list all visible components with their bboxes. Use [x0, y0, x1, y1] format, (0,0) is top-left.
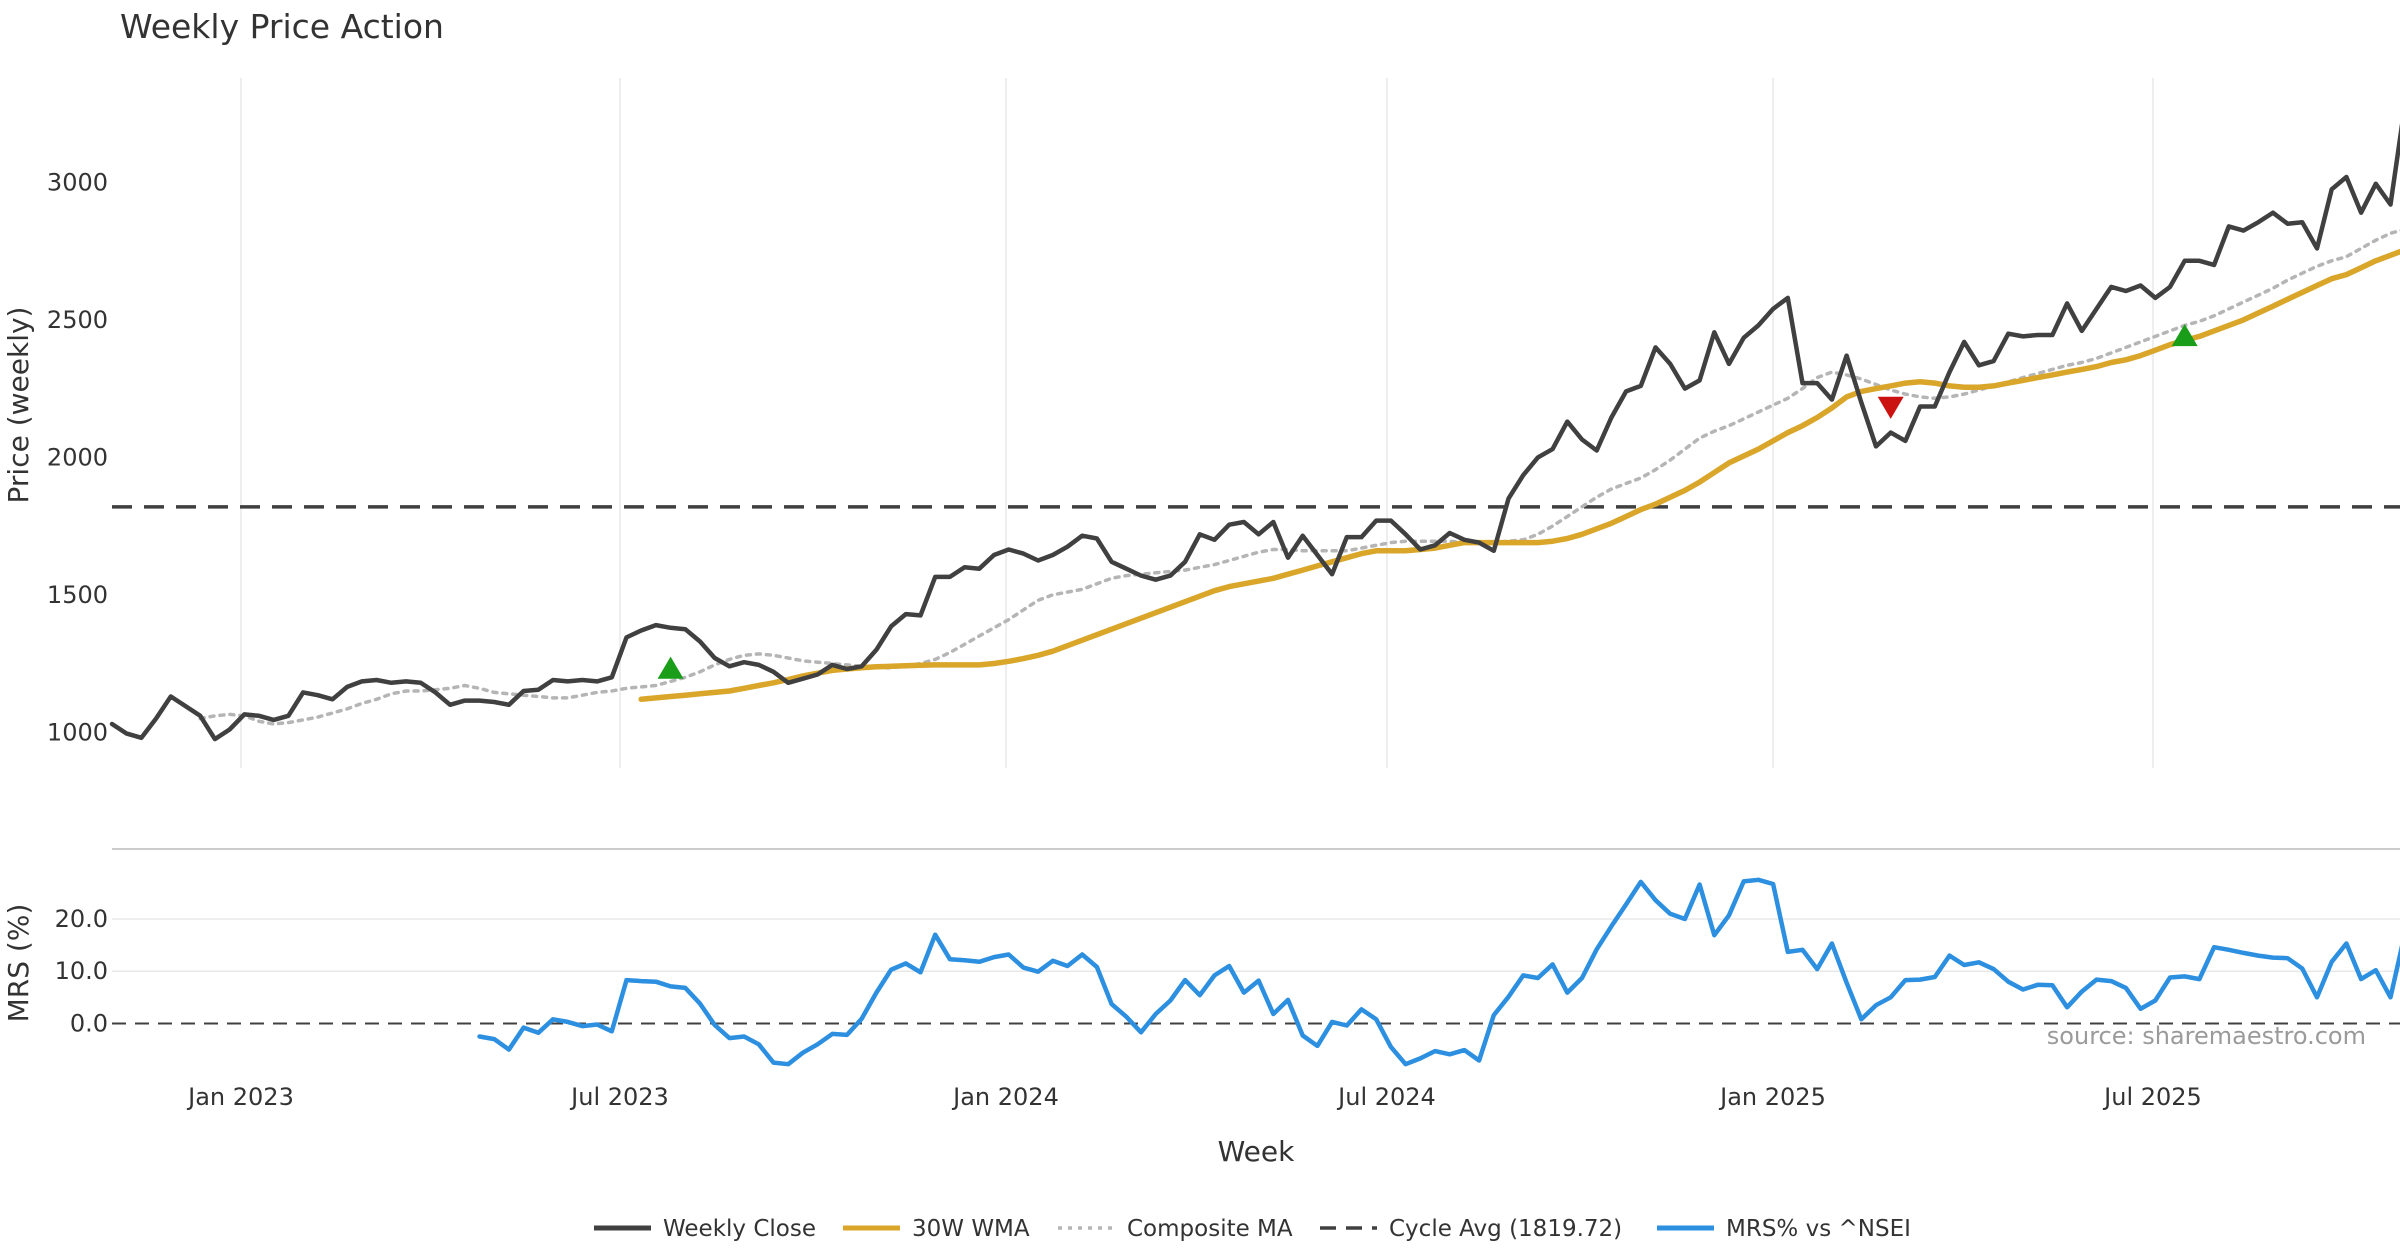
- sell-signal-marker: [1877, 396, 1904, 419]
- legend-label: 30W WMA: [912, 1216, 1030, 1242]
- buy-signal-marker: [2171, 324, 2198, 347]
- price-y-tick: 1500: [47, 581, 108, 609]
- price-y-label: Price (weekly): [2, 307, 35, 504]
- legend-item: Weekly Close: [594, 1216, 816, 1242]
- price-y-ticks: 1000 1500 2000 2500 3000: [47, 168, 108, 746]
- source-credit: source: sharemaestro.com: [2047, 1022, 2366, 1050]
- legend-label: Weekly Close: [663, 1216, 816, 1242]
- composite-ma-line: [198, 228, 2400, 726]
- mrs-line: [477, 877, 2400, 1067]
- legend-label: Cycle Avg (1819.72): [1389, 1216, 1622, 1242]
- price-y-tick: 2000: [47, 443, 108, 471]
- legend: Weekly Close 30W WMA Composite MA Cycle Avg…: [594, 1216, 1911, 1242]
- legend-item: MRS% vs ^NSEI: [1657, 1216, 1911, 1242]
- legend-label: Composite MA: [1127, 1216, 1293, 1242]
- x-tick-label: Jan 2025: [1718, 1083, 1826, 1111]
- price-y-tick: 1000: [47, 718, 108, 746]
- x-axis-label: Week: [1218, 1135, 1295, 1168]
- price-y-tick: 2500: [47, 306, 108, 334]
- x-tick-label: Jul 2025: [2102, 1083, 2202, 1111]
- price-gridlines: [240, 78, 2154, 768]
- mrs-series-group: [477, 877, 2400, 1067]
- chart-title: Weekly Price Action: [120, 7, 444, 46]
- legend-item: 30W WMA: [843, 1216, 1030, 1242]
- legend-item: Composite MA: [1058, 1216, 1293, 1242]
- x-tick-label: Jul 2023: [569, 1083, 669, 1111]
- mrs-y-tick: 0.0: [70, 1009, 108, 1037]
- signal-markers: [657, 324, 2198, 679]
- mrs-y-ticks: 0.0 10.0 20.0: [55, 905, 108, 1037]
- 30w-wma-line: [638, 248, 2400, 703]
- x-tick-label: Jan 2023: [186, 1083, 294, 1111]
- mrs-y-tick: 10.0: [55, 957, 108, 985]
- mrs-gridlines: [112, 918, 2400, 972]
- legend-item: Cycle Avg (1819.72): [1320, 1216, 1622, 1242]
- price-y-tick: 3000: [47, 168, 108, 196]
- weekly-close-line: [109, 122, 2400, 742]
- mrs-y-label: MRS (%): [2, 904, 35, 1023]
- price-series-group: [109, 122, 2400, 742]
- x-axis-ticks: Jan 2023 Jul 2023 Jan 2024 Jul 2024 Jan 2025…: [186, 1083, 2202, 1111]
- x-tick-label: Jan 2024: [951, 1083, 1059, 1111]
- legend-label: MRS% vs ^NSEI: [1726, 1216, 1911, 1242]
- x-tick-label: Jul 2024: [1336, 1083, 1436, 1111]
- buy-signal-marker: [657, 656, 684, 679]
- mrs-y-tick: 20.0: [55, 905, 108, 933]
